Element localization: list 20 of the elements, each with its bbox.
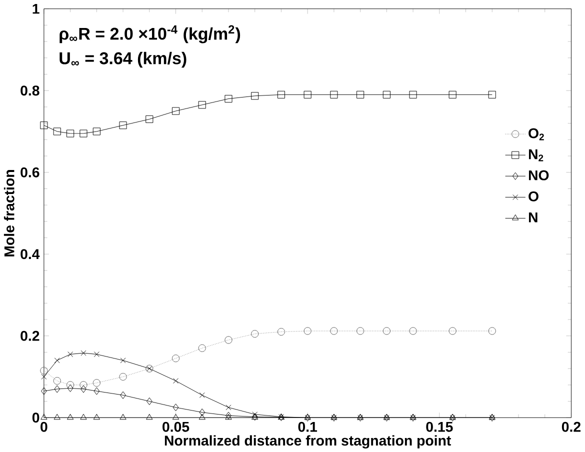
x-tick-label: 0.05 [162, 422, 190, 432]
annotation: U$_{∞}$ = 3.64 (km/s) [60, 52, 186, 68]
annotation: ρ$_{∞}$R = 2.0 ×10$^{-4}$ (kg/m$^{2}$) [60, 25, 240, 44]
legend-label: O [528, 191, 538, 202]
y-axis-title: Mole fraction [4, 170, 14, 256]
x-axis-title: Normalized distance from stagnation point [164, 435, 451, 448]
x-tick-label: 0.2 [562, 422, 581, 432]
y-tick-label: 0.2 [20, 330, 40, 341]
legend-label: O$_{2}$ [528, 128, 544, 140]
y-tick-label: 0.8 [20, 85, 40, 96]
legend-label: N$_{2}$ [528, 149, 544, 161]
x-tick-label: 0 [40, 422, 48, 432]
y-tick-label: 1 [32, 4, 40, 14]
x-tick-label: 0.1 [298, 422, 318, 432]
legend-label: NO [528, 170, 549, 180]
legend-label: N [528, 212, 538, 222]
x-tick-label: 0.15 [426, 422, 453, 432]
y-tick-label: 0 [32, 412, 40, 422]
y-tick-label: 0.4 [20, 248, 40, 259]
y-tick-label: 0.6 [20, 167, 40, 178]
